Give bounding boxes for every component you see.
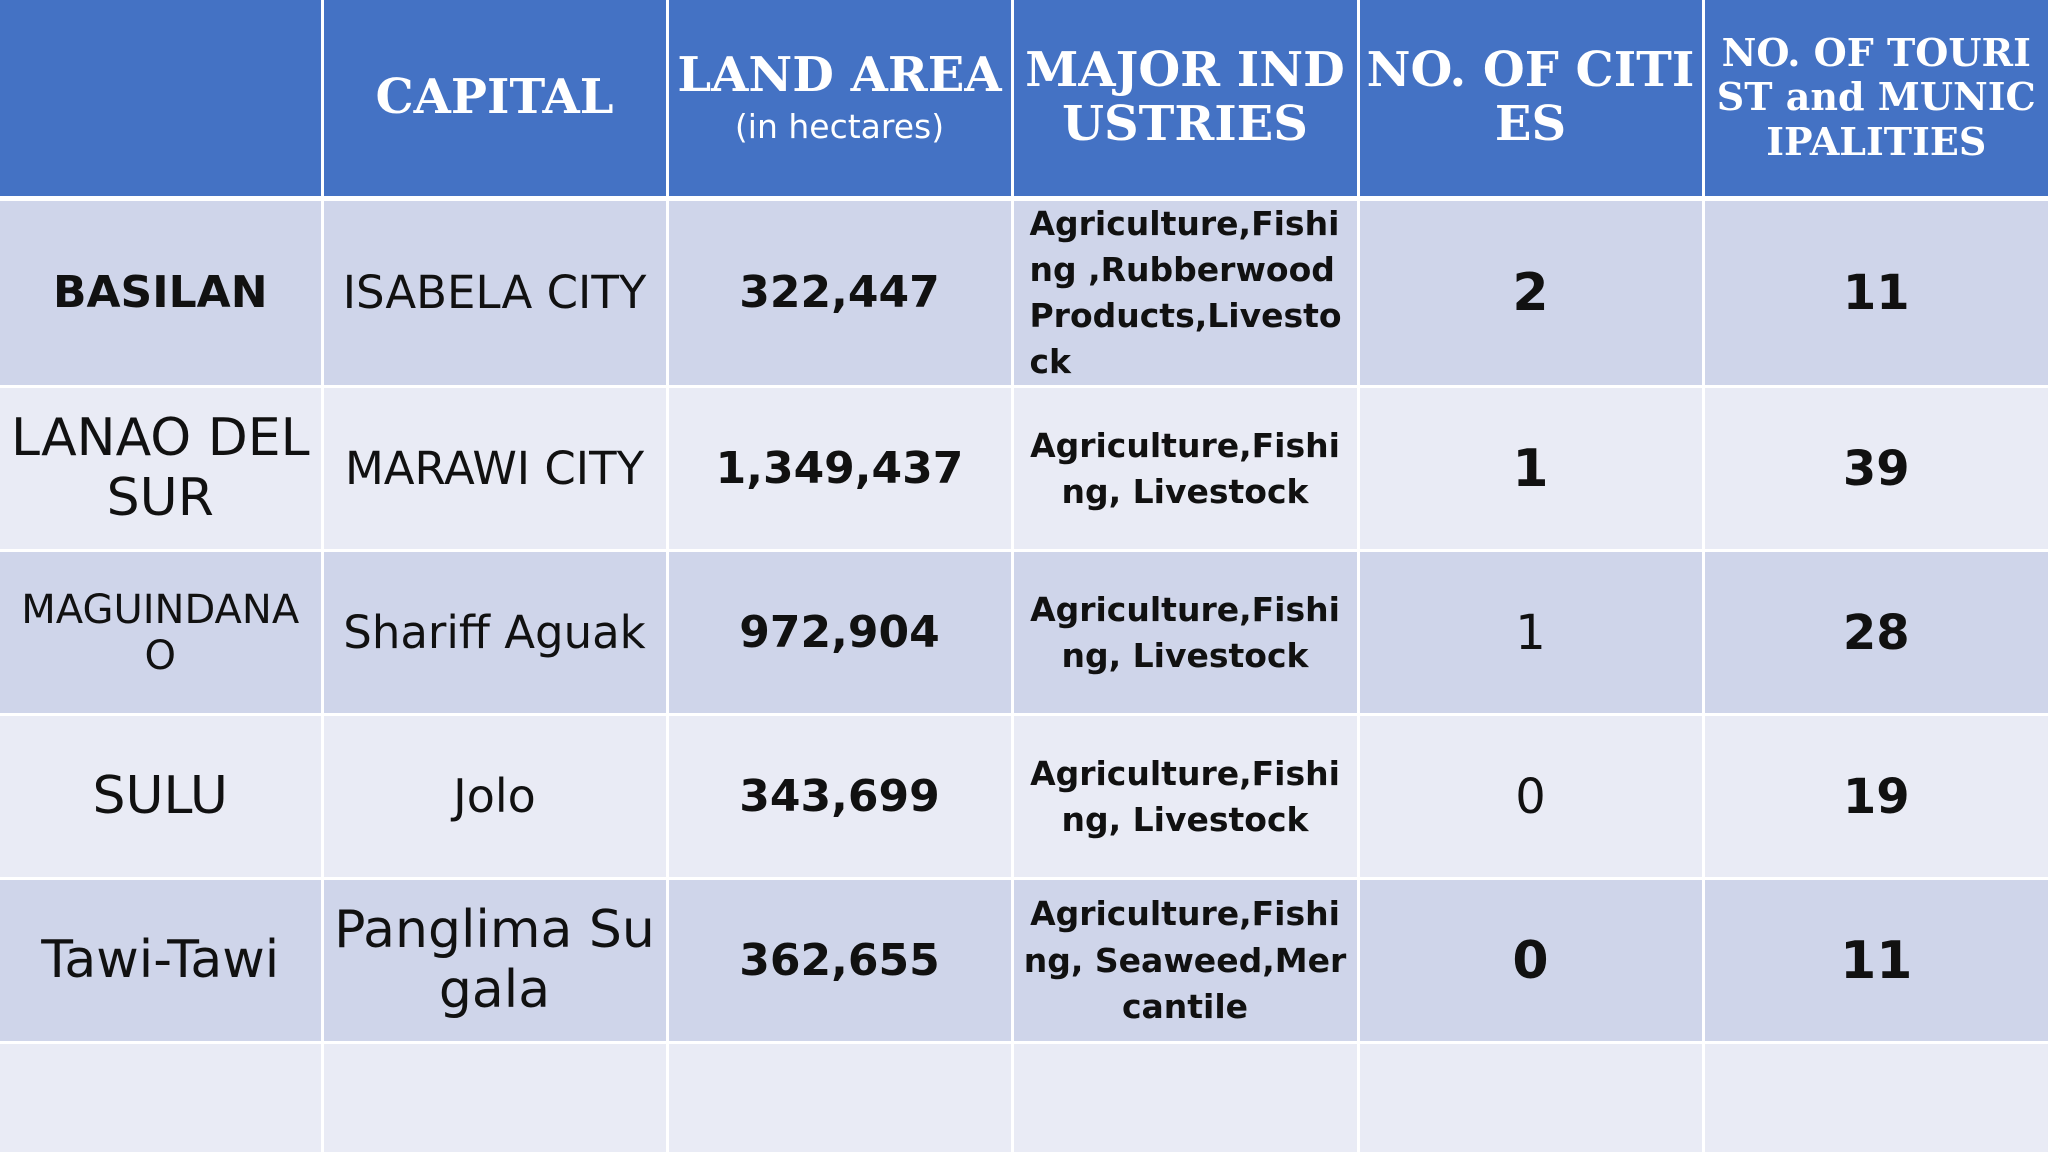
industries-cell: Agriculture,Fishing ,Rubberwood Products… bbox=[1012, 198, 1360, 389]
empty-cell bbox=[667, 1042, 1014, 1152]
tourist-municipalities-cell: 39 bbox=[1703, 386, 2048, 553]
province-cell: BASILAN bbox=[0, 198, 324, 389]
header-land-area: LAND AREA (in hectares) bbox=[667, 0, 1014, 201]
cities-cell: 0 bbox=[1358, 714, 1705, 881]
empty-cell bbox=[1358, 1042, 1705, 1152]
industries-cell: Agriculture,Fishing, Livestock bbox=[1012, 714, 1360, 881]
header-land-area-unit: (in hectares) bbox=[734, 107, 945, 147]
industries-cell: Agriculture,Fishing, Livestock bbox=[1012, 386, 1360, 553]
table-row: BASILAN ISABELA CITY 322,447 Agriculture… bbox=[0, 198, 2048, 389]
header-major-industries: MAJOR INDUSTRIES bbox=[1012, 0, 1360, 201]
land-area-cell: 1,349,437 bbox=[667, 386, 1014, 553]
tourist-municipalities-cell: 11 bbox=[1703, 198, 2048, 389]
empty-cell bbox=[1703, 1042, 2048, 1152]
header-no-of-cities: NO. OF CITIES bbox=[1358, 0, 1705, 201]
capital-cell: MARAWI CITY bbox=[322, 386, 669, 553]
cities-cell: 2 bbox=[1358, 198, 1705, 389]
land-area-cell: 343,699 bbox=[667, 714, 1014, 881]
table-row: Tawi-Tawi Panglima Sugala 362,655 Agricu… bbox=[0, 878, 2048, 1045]
cities-cell: 1 bbox=[1358, 550, 1705, 717]
header-land-area-label: LAND AREA bbox=[677, 47, 1002, 104]
province-cell: LANAO DEL SUR bbox=[0, 386, 324, 553]
industries-cell: Agriculture,Fishing, Livestock bbox=[1012, 550, 1360, 717]
header-row: CAPITAL LAND AREA (in hectares) MAJOR IN… bbox=[0, 0, 2048, 201]
land-area-cell: 322,447 bbox=[667, 198, 1014, 389]
tourist-municipalities-cell: 28 bbox=[1703, 550, 2048, 717]
province-cell: MAGUINDANAO bbox=[0, 550, 324, 717]
capital-cell: Panglima Sugala bbox=[322, 878, 669, 1045]
land-area-cell: 972,904 bbox=[667, 550, 1014, 717]
industries-cell: Agriculture,Fishing, Seaweed,Mercantile bbox=[1012, 878, 1360, 1045]
capital-cell: Jolo bbox=[322, 714, 669, 881]
cities-cell: 1 bbox=[1358, 386, 1705, 553]
cities-cell: 0 bbox=[1358, 878, 1705, 1045]
table-row: LANAO DEL SUR MARAWI CITY 1,349,437 Agri… bbox=[0, 386, 2048, 553]
empty-row bbox=[0, 1042, 2048, 1152]
header-no-of-tourist-municipalities: NO. OF TOURIST and MUNICIPALITIES bbox=[1703, 0, 2048, 201]
tourist-municipalities-cell: 11 bbox=[1703, 878, 2048, 1045]
empty-cell bbox=[0, 1042, 324, 1152]
header-province bbox=[0, 0, 324, 201]
header-capital: CAPITAL bbox=[322, 0, 669, 201]
province-cell: SULU bbox=[0, 714, 324, 881]
province-cell: Tawi-Tawi bbox=[0, 878, 324, 1045]
table-row: SULU Jolo 343,699 Agriculture,Fishing, L… bbox=[0, 714, 2048, 881]
empty-cell bbox=[322, 1042, 669, 1152]
empty-cell bbox=[1012, 1042, 1360, 1152]
table-row: MAGUINDANAO Shariff Aguak 972,904 Agricu… bbox=[0, 550, 2048, 717]
capital-cell: Shariff Aguak bbox=[322, 550, 669, 717]
land-area-cell: 362,655 bbox=[667, 878, 1014, 1045]
capital-cell: ISABELA CITY bbox=[322, 198, 669, 389]
tourist-municipalities-cell: 19 bbox=[1703, 714, 2048, 881]
